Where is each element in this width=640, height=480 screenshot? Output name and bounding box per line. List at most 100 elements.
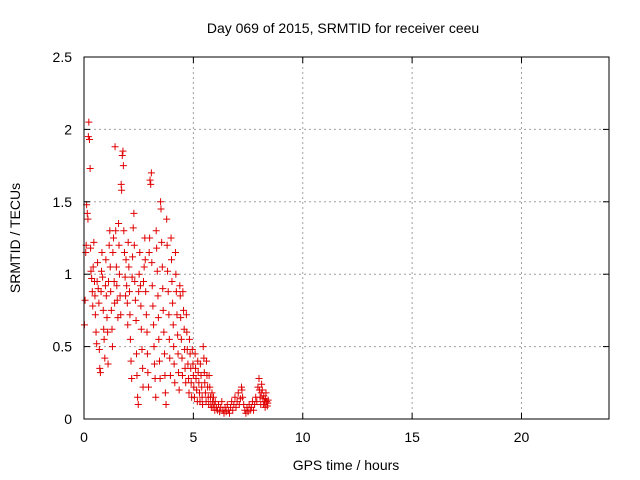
- data-point-marker: [142, 288, 150, 296]
- data-point-marker: [121, 273, 129, 281]
- data-point-marker: [130, 241, 138, 249]
- data-point-marker: [127, 357, 135, 365]
- data-point-marker: [197, 372, 205, 380]
- data-point-marker: [126, 335, 134, 343]
- data-point-marker: [96, 369, 104, 377]
- data-point-marker: [198, 383, 206, 391]
- data-point-marker: [128, 273, 136, 281]
- data-point-marker: [117, 311, 125, 319]
- x-tick-label: 0: [80, 429, 88, 445]
- data-point-marker: [140, 277, 147, 285]
- data-point-marker: [91, 292, 99, 300]
- data-point-marker: [159, 285, 167, 293]
- data-point-marker: [170, 360, 178, 368]
- data-point-marker: [176, 292, 184, 300]
- data-point-marker: [211, 398, 219, 406]
- data-point-marker: [92, 328, 100, 336]
- data-point-marker: [169, 299, 177, 307]
- data-point-marker: [144, 369, 152, 377]
- data-point-marker: [93, 340, 101, 348]
- data-point-marker: [108, 343, 116, 351]
- data-point-marker: [98, 248, 106, 256]
- data-point-marker: [157, 205, 165, 213]
- data-point-marker: [131, 296, 139, 304]
- data-point-marker: [119, 147, 127, 155]
- data-point-marker: [174, 331, 182, 339]
- axis-ticks: [83, 56, 609, 420]
- data-point-marker: [194, 369, 202, 377]
- data-point-marker: [154, 292, 162, 300]
- data-point-marker: [158, 263, 166, 271]
- data-point-marker: [81, 296, 89, 304]
- data-point-marker: [104, 328, 112, 336]
- grid: [84, 57, 609, 419]
- data-point-marker: [113, 282, 121, 290]
- data-point-marker: [89, 302, 97, 310]
- data-point-marker: [100, 335, 108, 343]
- data-point-marker: [150, 343, 158, 351]
- data-point-marker: [210, 393, 217, 401]
- x-axis-label: GPS time / hours: [293, 457, 400, 473]
- data-point-marker: [108, 325, 116, 333]
- data-point-marker: [250, 406, 258, 414]
- data-point-marker: [147, 180, 155, 188]
- y-axis-label: SRMTID / TECUs: [7, 183, 23, 293]
- data-point-marker: [128, 374, 136, 382]
- data-point-marker: [174, 350, 182, 358]
- data-point-marker: [136, 282, 144, 290]
- data-point-marker: [101, 354, 109, 362]
- data-points: [80, 118, 272, 417]
- data-point-marker: [239, 393, 247, 401]
- data-point-marker: [159, 306, 167, 314]
- data-point-marker: [192, 364, 200, 372]
- data-point-marker: [90, 238, 98, 246]
- data-point-marker: [104, 360, 112, 368]
- data-point-marker: [123, 299, 131, 307]
- data-point-marker: [264, 396, 272, 404]
- data-point-marker: [160, 328, 168, 336]
- data-point-marker: [263, 398, 271, 406]
- x-tick-label: 20: [514, 429, 530, 445]
- data-point-marker: [98, 267, 105, 275]
- data-point-marker: [95, 299, 103, 307]
- data-point-marker: [126, 288, 133, 296]
- data-point-marker: [94, 259, 102, 267]
- data-point-marker: [255, 374, 263, 382]
- data-point-marker: [89, 263, 97, 271]
- data-point-marker: [201, 389, 209, 397]
- data-point-marker: [163, 215, 171, 223]
- data-point-marker: [137, 325, 145, 333]
- data-point-marker: [115, 270, 123, 278]
- data-point-marker: [173, 311, 181, 319]
- data-point-marker: [147, 169, 155, 177]
- data-point-marker: [113, 296, 121, 304]
- data-point-marker: [169, 321, 177, 329]
- x-tick-labels: 0 5 10 15 20: [80, 429, 529, 445]
- data-point-marker: [133, 350, 140, 358]
- y-tick-label: 2.5: [53, 49, 73, 65]
- data-point-marker: [193, 386, 201, 394]
- data-point-marker: [175, 386, 183, 394]
- data-point-marker: [199, 401, 207, 409]
- data-point-marker: [254, 383, 262, 391]
- data-point-marker: [152, 393, 160, 401]
- data-point-marker: [190, 383, 198, 391]
- data-point-marker: [189, 360, 197, 368]
- data-point-marker: [107, 288, 115, 296]
- data-point-marker: [129, 224, 137, 232]
- data-point-marker: [177, 314, 185, 322]
- data-point-marker: [126, 311, 134, 319]
- data-point-marker: [119, 162, 127, 170]
- data-point-marker: [100, 325, 108, 333]
- data-point-marker: [182, 311, 190, 319]
- data-point-marker: [130, 209, 138, 217]
- data-point-marker: [132, 317, 140, 325]
- data-point-marker: [118, 186, 126, 194]
- data-point-marker: [146, 176, 154, 184]
- data-point-marker: [201, 379, 209, 387]
- data-point-marker: [187, 379, 195, 387]
- data-point-marker: [180, 306, 188, 314]
- data-point-marker: [93, 277, 101, 285]
- data-point-marker: [155, 357, 163, 365]
- data-point-marker: [110, 277, 118, 285]
